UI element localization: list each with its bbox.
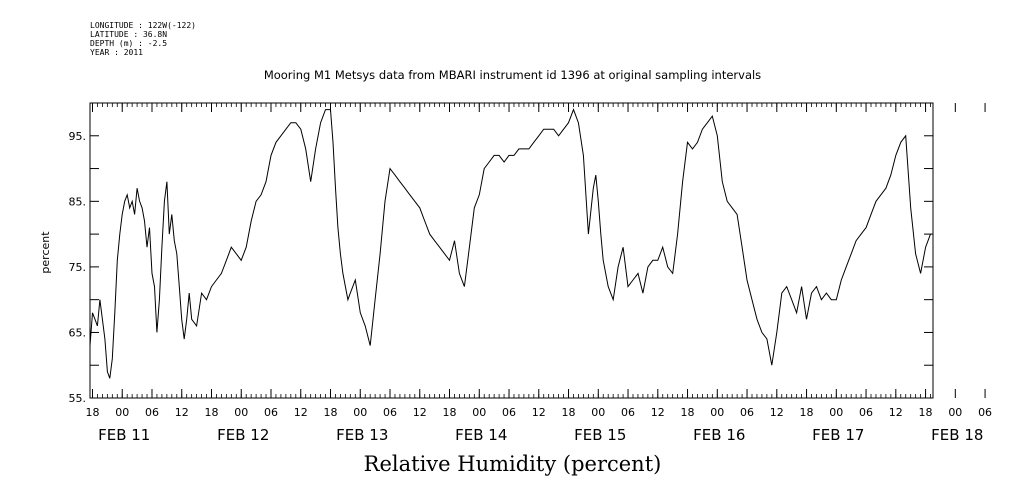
x-tick-label: 18 xyxy=(562,406,576,419)
x-tick-label: 18 xyxy=(85,406,99,419)
x-tick-label: 06 xyxy=(859,406,873,419)
y-tick-label: 85. xyxy=(69,195,87,208)
x-date-label: FEB 15 xyxy=(574,426,626,444)
x-date-label: FEB 11 xyxy=(98,426,150,444)
x-tick-label: 06 xyxy=(145,406,159,419)
depth-label: DEPTH (m) : -2.5 xyxy=(90,39,168,48)
x-date-label: FEB 18 xyxy=(931,426,983,444)
chart-subtitle: Relative Humidity (percent) xyxy=(363,452,662,476)
x-tick-label: 00 xyxy=(353,406,367,419)
x-tick-label: 18 xyxy=(324,406,338,419)
x-tick-label: 00 xyxy=(234,406,248,419)
x-date-label: FEB 17 xyxy=(812,426,864,444)
x-date-label: FEB 14 xyxy=(455,426,507,444)
y-tick-label: 55. xyxy=(69,392,87,405)
x-tick-label: 06 xyxy=(383,406,397,419)
y-tick-label: 95. xyxy=(69,130,87,143)
x-tick-label: 18 xyxy=(800,406,814,419)
x-tick-label: 00 xyxy=(472,406,486,419)
x-date-label: FEB 16 xyxy=(693,426,745,444)
x-tick-label: 12 xyxy=(889,406,903,419)
x-tick-label: 00 xyxy=(115,406,129,419)
x-tick-label: 00 xyxy=(948,406,962,419)
x-tick-label: 00 xyxy=(710,406,724,419)
year-label: YEAR : 2011 xyxy=(90,48,143,57)
x-tick-label: 12 xyxy=(294,406,308,419)
latitude-label: LATITUDE : 36.8N xyxy=(90,30,168,39)
y-tick-label: 65. xyxy=(69,326,87,339)
x-tick-label: 12 xyxy=(1008,406,1009,419)
plot-frame xyxy=(89,102,934,399)
x-tick-label: 06 xyxy=(264,406,278,419)
x-tick-label: 18 xyxy=(919,406,933,419)
x-tick-label: 18 xyxy=(204,406,218,419)
x-tick-label: 00 xyxy=(829,406,843,419)
humidity-series-line xyxy=(89,108,931,379)
x-tick-label: 00 xyxy=(591,406,605,419)
y-tick-label: 75. xyxy=(69,261,87,274)
x-tick-label: 18 xyxy=(443,406,457,419)
x-tick-label: 12 xyxy=(651,406,665,419)
x-tick-label: 12 xyxy=(532,406,546,419)
x-tick-label: 06 xyxy=(740,406,754,419)
longitude-label: LONGITUDE : 122W(-122) xyxy=(90,21,196,30)
chart-title: Mooring M1 Metsys data from MBARI instru… xyxy=(263,68,762,82)
location-metadata: LONGITUDE : 122W(-122) LATITUDE : 36.8N … xyxy=(90,21,196,57)
x-tick-label: 06 xyxy=(502,406,516,419)
x-tick-label: 06 xyxy=(978,406,992,419)
x-tick-label: 12 xyxy=(175,406,189,419)
x-tick-label: 06 xyxy=(621,406,635,419)
y-axis-label: percent xyxy=(39,231,52,274)
x-tick-label: 12 xyxy=(770,406,784,419)
x-tick-label: 18 xyxy=(681,406,695,419)
x-date-label: FEB 12 xyxy=(217,426,269,444)
x-date-label: FEB 13 xyxy=(336,426,388,444)
x-tick-label: 12 xyxy=(413,406,427,419)
